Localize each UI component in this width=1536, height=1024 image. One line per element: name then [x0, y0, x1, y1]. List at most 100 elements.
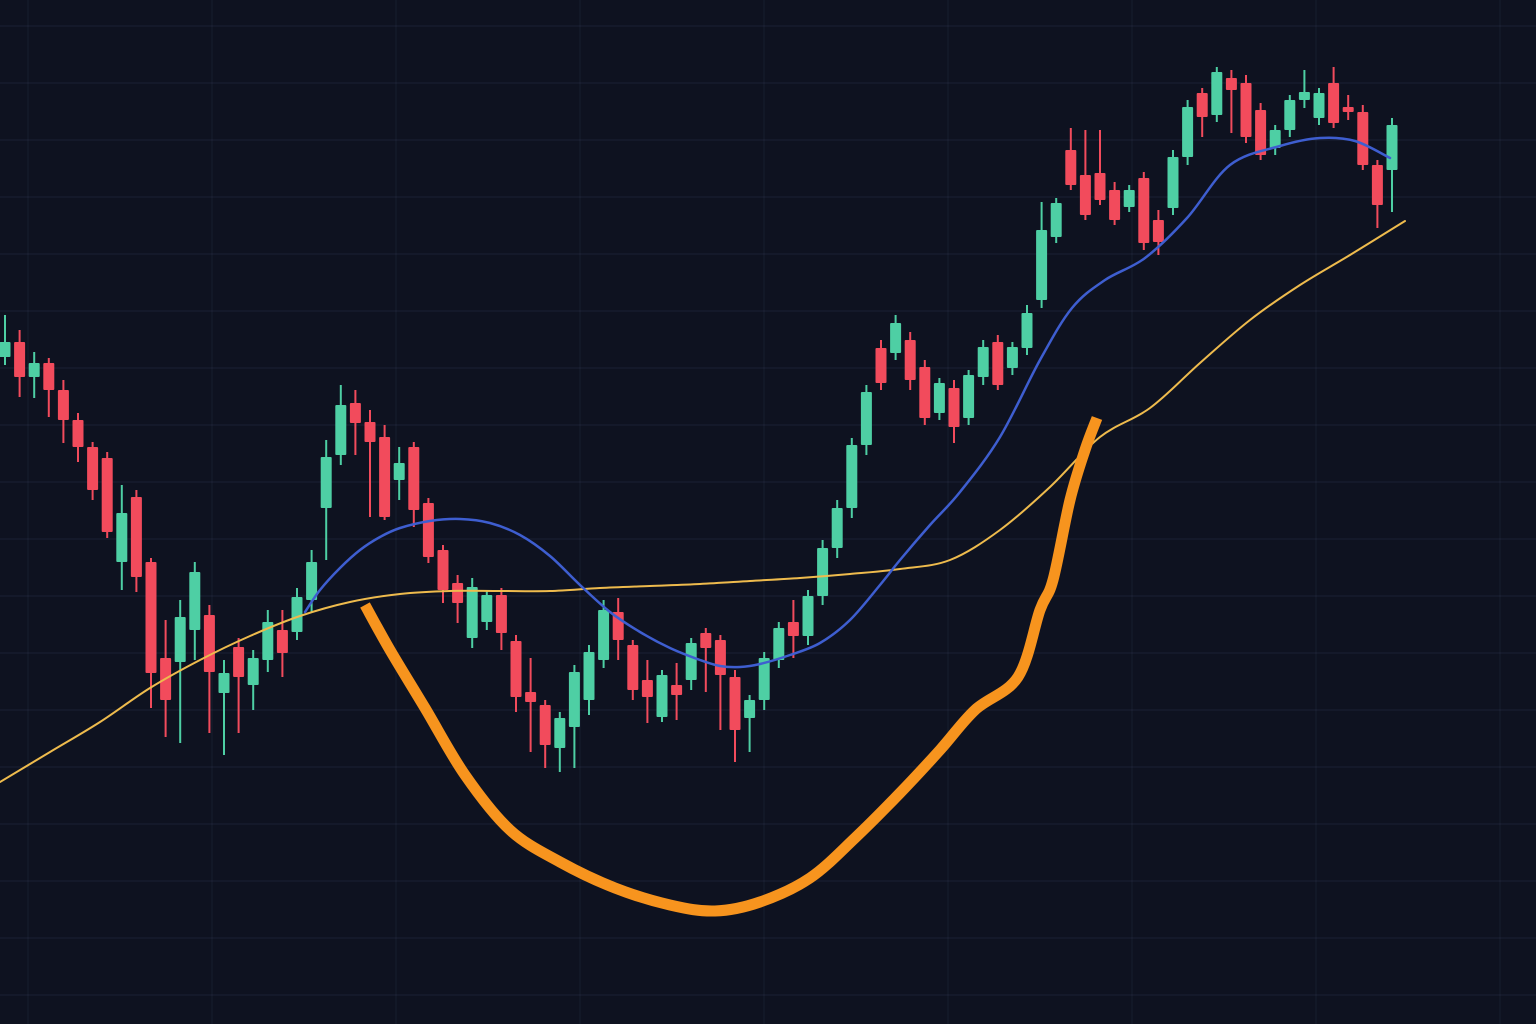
- candle-body: [568, 672, 580, 727]
- candle-body: [452, 583, 464, 603]
- candle-body: [466, 587, 478, 638]
- candle: [28, 352, 40, 398]
- candle: [233, 638, 245, 733]
- candle-body: [817, 548, 829, 596]
- cup-pattern-annotation: [360, 416, 1103, 917]
- candle: [408, 442, 420, 527]
- candle-body: [14, 342, 26, 377]
- candle: [1065, 128, 1077, 190]
- candle-body: [87, 447, 99, 490]
- candle: [72, 413, 84, 462]
- candle-body: [525, 692, 537, 702]
- candle: [598, 600, 610, 668]
- candle: [1006, 342, 1018, 375]
- candle: [203, 605, 215, 733]
- candle-body: [656, 675, 668, 717]
- candle-body: [714, 640, 726, 675]
- candle: [87, 442, 99, 500]
- candle: [1298, 70, 1310, 108]
- candle: [1211, 67, 1223, 122]
- candle: [1357, 105, 1369, 170]
- candle-body: [189, 572, 201, 630]
- candle: [101, 452, 113, 538]
- candle: [1313, 88, 1325, 125]
- candle: [276, 610, 288, 677]
- candle: [1182, 100, 1194, 165]
- candle: [1196, 88, 1208, 137]
- candle-body: [379, 437, 391, 517]
- candle: [773, 622, 785, 668]
- candle-body: [846, 445, 858, 508]
- candle-body: [627, 645, 639, 690]
- candle: [291, 588, 303, 640]
- candle-body: [539, 705, 551, 745]
- candle: [379, 425, 391, 520]
- candle: [1342, 95, 1354, 120]
- candle-body: [174, 617, 186, 662]
- candle-body: [422, 503, 434, 557]
- candle-body: [437, 550, 449, 590]
- candle: [568, 665, 580, 768]
- candle: [831, 500, 843, 558]
- candle: [860, 385, 872, 455]
- candle: [247, 650, 259, 710]
- candle-body: [787, 622, 799, 636]
- candle: [817, 540, 829, 605]
- candle: [641, 660, 653, 723]
- candle-body: [1342, 107, 1354, 112]
- candle: [1328, 67, 1340, 128]
- candle-body: [320, 457, 332, 508]
- candle: [145, 558, 157, 708]
- candle: [14, 330, 26, 397]
- candle-body: [481, 595, 493, 622]
- candle-body: [0, 342, 11, 357]
- candle-body: [583, 652, 595, 700]
- candle-body: [72, 420, 84, 447]
- candle-body: [218, 673, 230, 693]
- candle: [43, 358, 55, 417]
- candle-body: [1211, 72, 1223, 115]
- candle-body: [1255, 110, 1267, 155]
- candle-body: [1371, 165, 1383, 205]
- candle-body: [773, 628, 785, 660]
- candle: [349, 390, 361, 455]
- candle-body: [1328, 83, 1340, 123]
- candle-body: [1123, 190, 1135, 207]
- candle: [130, 490, 142, 592]
- candle: [700, 628, 712, 692]
- candle-body: [598, 610, 610, 660]
- candle: [262, 610, 274, 672]
- candle: [320, 440, 332, 560]
- slow-moving-average: [0, 220, 1406, 783]
- candle: [510, 635, 522, 712]
- candle-body: [963, 375, 975, 418]
- candle-body: [1006, 347, 1018, 368]
- candle-body: [1269, 130, 1281, 148]
- candle: [393, 447, 405, 500]
- candle: [1138, 172, 1150, 250]
- candle-body: [1225, 78, 1237, 90]
- candle-body: [948, 388, 960, 427]
- candle: [890, 315, 902, 360]
- cup-pattern-arc: [360, 416, 1103, 917]
- candle-body: [890, 323, 902, 353]
- candle: [729, 670, 741, 762]
- candle-body: [1167, 157, 1179, 208]
- candle: [1079, 130, 1091, 220]
- candle: [583, 645, 595, 715]
- candle-body: [203, 615, 215, 672]
- candle-body: [875, 348, 887, 383]
- fast-ma-line: [303, 136, 1392, 669]
- candle: [1021, 305, 1033, 355]
- candle: [335, 385, 347, 465]
- candle: [495, 588, 507, 650]
- candle: [802, 590, 814, 645]
- candle-body: [247, 658, 259, 685]
- candle: [846, 438, 858, 518]
- candle: [963, 370, 975, 425]
- candle: [422, 498, 434, 563]
- candle: [1123, 185, 1135, 212]
- candle: [0, 315, 11, 365]
